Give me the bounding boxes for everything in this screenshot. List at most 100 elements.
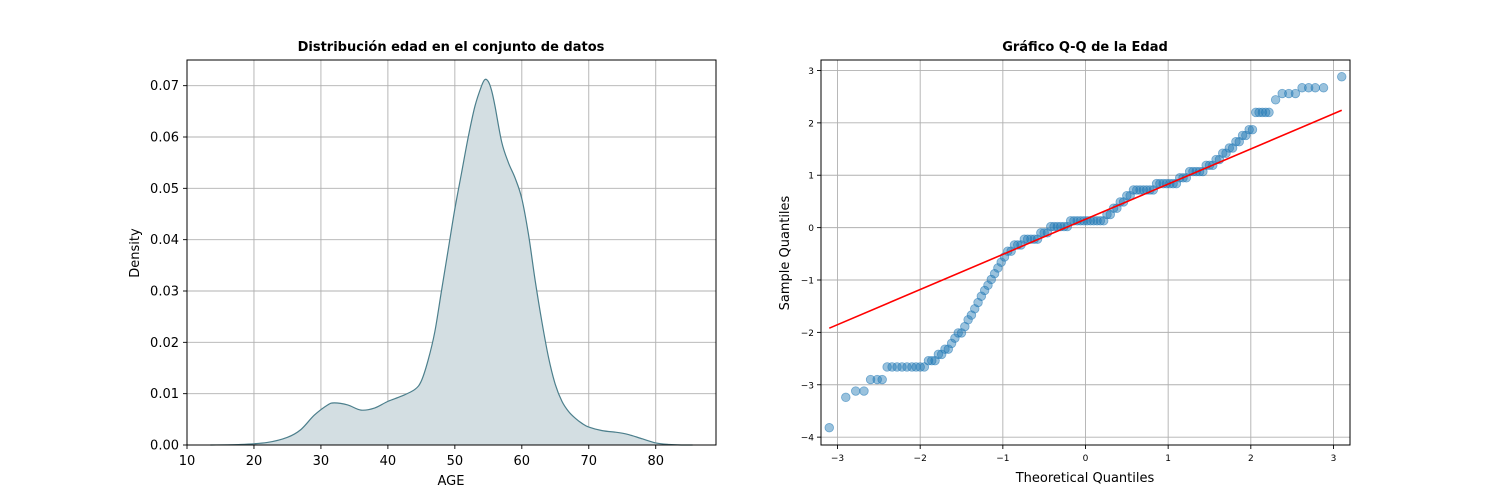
qq-point xyxy=(1049,221,1059,232)
qq-point xyxy=(1257,107,1268,118)
qq-point xyxy=(996,257,1006,267)
qq-point xyxy=(1310,83,1320,93)
qq-point xyxy=(943,344,953,354)
kde-y-axis-label: Density xyxy=(128,228,143,278)
qq-y-tick-label: −2 xyxy=(801,329,814,339)
qq-point xyxy=(1318,83,1329,93)
qq-point xyxy=(1036,228,1046,238)
qq-point xyxy=(950,333,960,343)
qq-point xyxy=(1277,88,1287,99)
qq-point xyxy=(824,423,834,433)
qq-point xyxy=(1244,124,1254,135)
kde-plot-frame xyxy=(186,59,717,446)
qq-point xyxy=(927,355,937,366)
kde-density-line xyxy=(210,78,693,446)
qq-point xyxy=(953,328,963,338)
qq-point xyxy=(1270,95,1281,105)
qq-point xyxy=(897,362,907,372)
qq-point xyxy=(933,349,944,360)
qq-point xyxy=(1019,234,1030,244)
qq-point xyxy=(940,344,950,354)
qq-point xyxy=(882,362,892,372)
qq-point xyxy=(936,349,947,360)
qq-point xyxy=(1095,216,1106,226)
qq-point xyxy=(1221,148,1231,158)
qq-point xyxy=(1122,190,1132,201)
qq-y-tick-label: −3 xyxy=(801,381,814,391)
qq-point xyxy=(1254,107,1264,118)
qq-point xyxy=(887,362,897,372)
qq-point xyxy=(1237,130,1248,141)
qq-x-tick-label: 3 xyxy=(1331,454,1337,464)
qq-point xyxy=(902,362,912,372)
qq-point xyxy=(963,315,973,325)
kde-y-tick-label: 0.00 xyxy=(150,439,179,454)
qq-point xyxy=(1260,107,1271,118)
qq-y-tick-label: 0 xyxy=(808,224,814,234)
qq-point xyxy=(872,374,882,385)
qq-y-tick-label: 1 xyxy=(808,172,814,182)
qq-y-tick-label: 3 xyxy=(808,67,814,77)
qq-point xyxy=(1132,185,1142,195)
qq-x-tick-label: −2 xyxy=(914,454,927,464)
qq-point xyxy=(892,362,902,372)
kde-x-tick-label: 10 xyxy=(179,454,196,469)
kde-y-tick-label: 0.02 xyxy=(150,336,179,351)
qq-y-tick-label: 2 xyxy=(808,119,814,129)
qq-panel: Gráfico Q-Q de la Edad −3 −2 −1 0 1 2 3 −4 −3 −2… xyxy=(778,40,1351,486)
qq-point xyxy=(859,386,869,396)
kde-y-tick-label: 0.07 xyxy=(150,79,179,94)
qq-point xyxy=(1135,185,1145,195)
kde-x-tick-label: 70 xyxy=(580,454,597,469)
qq-x-axis-label: Theoretical Quantiles xyxy=(1015,471,1155,486)
qq-point xyxy=(1151,178,1162,189)
qq-grid xyxy=(821,60,1350,445)
qq-point xyxy=(1284,88,1294,99)
kde-y-tick-label: 0.01 xyxy=(150,387,179,402)
qq-point xyxy=(1128,185,1139,195)
qq-point xyxy=(1303,83,1314,93)
qq-x-tick-label: −3 xyxy=(831,454,844,464)
kde-x-tick-label: 30 xyxy=(313,454,330,469)
qq-point xyxy=(851,386,861,396)
qq-x-ticks: −3 −2 −1 0 1 2 3 xyxy=(831,445,1336,464)
qq-point xyxy=(1231,137,1241,147)
qq-y-axis-label: Sample Quantiles xyxy=(778,195,793,310)
qq-point xyxy=(1218,148,1228,158)
qq-point xyxy=(983,280,993,290)
qq-point xyxy=(1224,143,1235,153)
qq-point xyxy=(976,291,987,301)
kde-title: Distribución edad en el conjunto de dato… xyxy=(298,40,605,55)
qq-point xyxy=(946,338,957,349)
kde-density-area xyxy=(210,79,693,446)
qq-point xyxy=(1290,88,1301,99)
kde-x-tick-label: 60 xyxy=(514,454,531,469)
qq-reference-line xyxy=(828,109,1343,329)
qq-point xyxy=(993,263,1003,273)
kde-x-tick-label: 40 xyxy=(380,454,397,469)
qq-point xyxy=(877,374,887,385)
kde-y-tick-label: 0.03 xyxy=(150,285,179,300)
qq-point xyxy=(1092,216,1102,226)
kde-x-tick-label: 50 xyxy=(447,454,464,469)
qq-point xyxy=(1297,83,1307,93)
qq-y-tick-label: −1 xyxy=(801,277,814,287)
qq-point xyxy=(1337,72,1347,82)
kde-y-tick-label: 0.04 xyxy=(150,233,179,248)
qq-point xyxy=(1251,107,1261,118)
kde-y-ticks: 0.00 0.01 0.02 0.03 0.04 0.05 0.06 0.07 xyxy=(150,79,187,454)
kde-y-tick-label: 0.05 xyxy=(150,182,179,197)
qq-x-tick-label: 1 xyxy=(1165,454,1171,464)
qq-point xyxy=(841,392,851,403)
qq-y-tick-label: −4 xyxy=(801,434,815,444)
qq-x-tick-label: 0 xyxy=(1083,454,1089,464)
kde-x-ticks: 10 20 30 40 50 60 70 80 xyxy=(179,445,664,469)
qq-point xyxy=(1264,107,1274,118)
kde-y-tick-label: 0.06 xyxy=(150,131,179,146)
kde-x-tick-label: 80 xyxy=(647,454,664,469)
qq-point xyxy=(986,274,996,285)
qq-point xyxy=(1241,130,1251,141)
qq-x-tick-label: −1 xyxy=(996,454,1009,464)
qq-point xyxy=(1046,221,1056,232)
